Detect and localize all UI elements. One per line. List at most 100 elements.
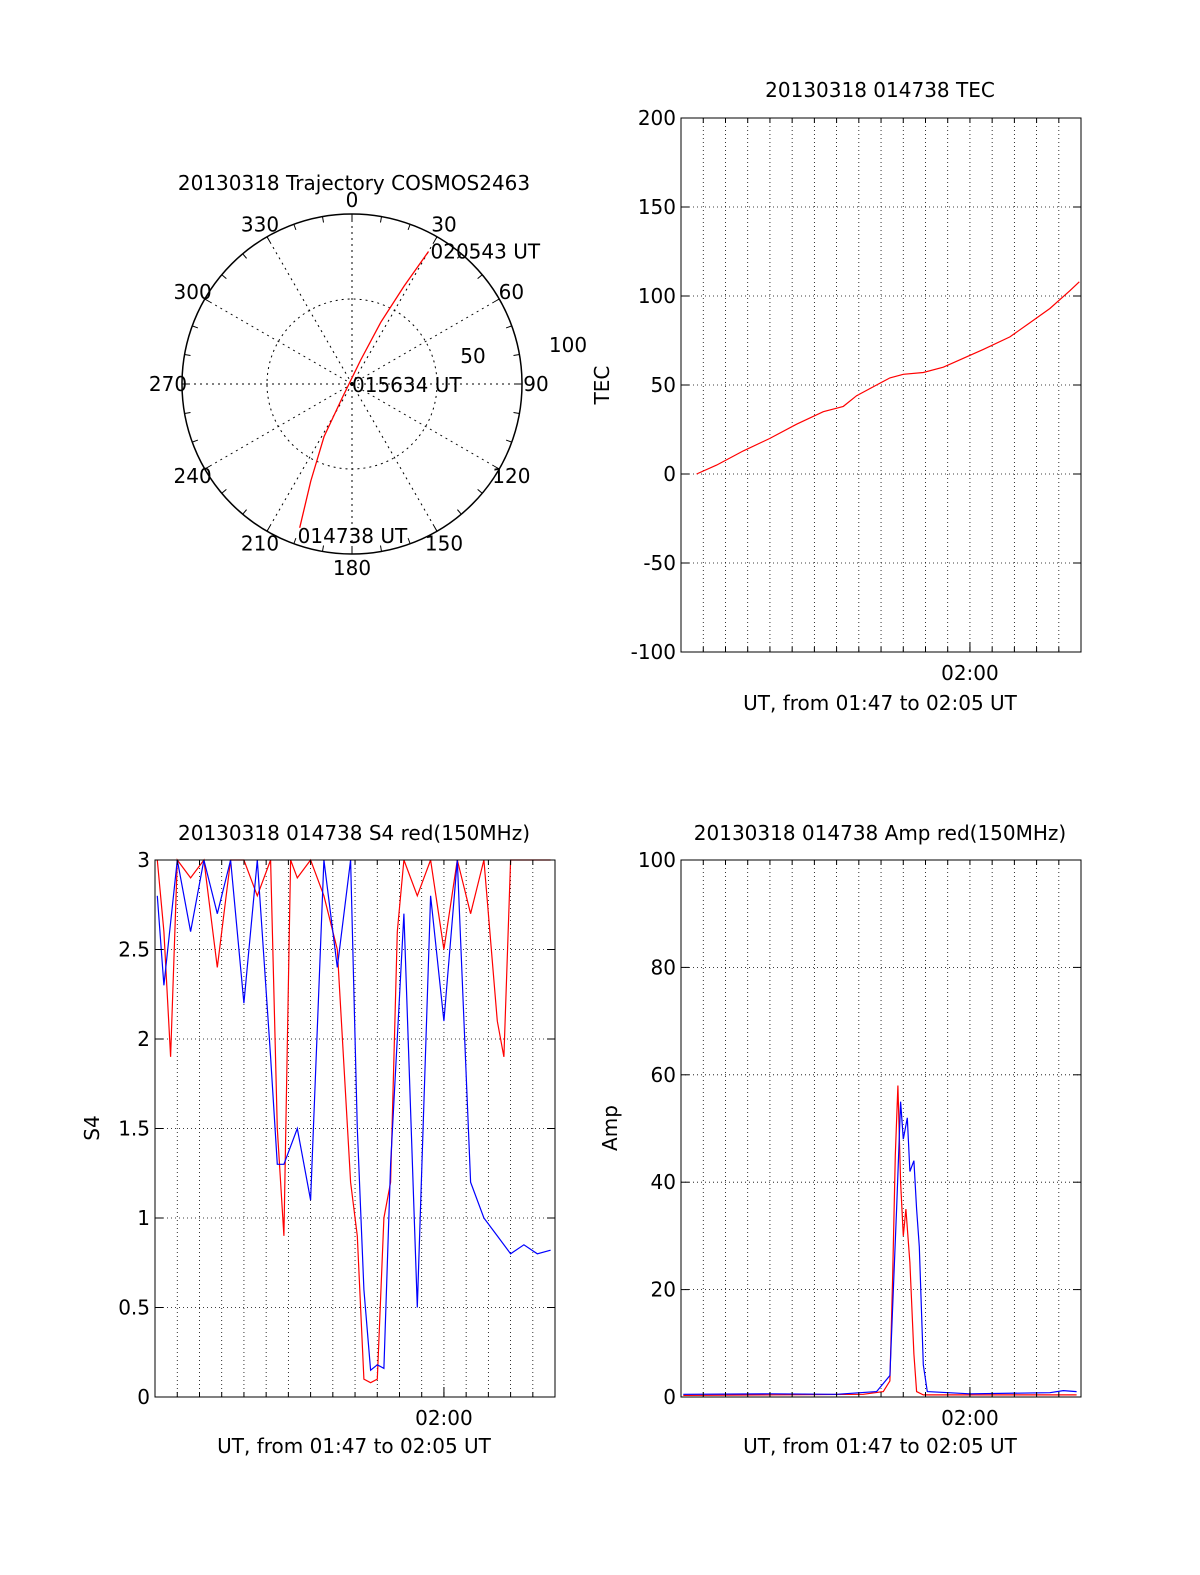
tec-xlabel: UT, from 01:47 to 02:05 UT — [743, 691, 1018, 715]
azimuth-label: 300 — [174, 280, 212, 304]
polar-tick — [184, 353, 191, 357]
y-tick-label: 0 — [663, 462, 676, 486]
polar-tick — [192, 439, 199, 443]
y-tick-label: 200 — [638, 106, 676, 130]
polar-tick — [204, 465, 211, 470]
y-tick-label: 1.5 — [118, 1117, 150, 1141]
azimuth-label: 180 — [333, 556, 371, 580]
polar-tick — [321, 216, 325, 223]
s4-ylabel: S4 — [80, 1115, 104, 1140]
y-tick-label: 40 — [651, 1170, 676, 1194]
y-tick-label: 60 — [651, 1063, 676, 1087]
polar-spoke — [204, 298, 353, 385]
polar-tick — [493, 465, 500, 470]
s4-series — [156, 858, 551, 1384]
polar-tick — [457, 509, 462, 515]
tec-title: 20130318 014738 TEC — [765, 78, 995, 102]
s4-title: 20130318 014738 S4 red(150MHz) — [178, 821, 530, 845]
y-tick-label: 2 — [137, 1027, 150, 1051]
trajectory-annotations: 014738 UT 015634 UT 020543 UT — [298, 239, 541, 547]
azimuth-label: 150 — [425, 531, 463, 555]
polar-spoke — [351, 383, 438, 532]
y-tick-label: 50 — [651, 373, 676, 397]
polar-tick — [407, 224, 411, 231]
y-tick-label: 2.5 — [118, 938, 150, 962]
y-tick-label: 150 — [638, 195, 676, 219]
polar-spoke — [351, 236, 438, 385]
polar-tick — [192, 325, 199, 329]
polar-tick — [242, 253, 247, 259]
amp-ticks: 0 20 40 60 80 100 02:00 — [638, 848, 1081, 1430]
y-tick-label: -100 — [631, 640, 676, 664]
azimuth-label: 210 — [241, 531, 279, 555]
azimuth-label: 330 — [241, 213, 279, 237]
tec-ylabel: TEC — [590, 366, 614, 406]
polar-tick — [266, 236, 271, 243]
radial-labels: 50 100 — [460, 333, 587, 368]
x-tick-label: 02:00 — [415, 1406, 473, 1430]
polar-tick — [204, 298, 211, 303]
azimuth-label: 60 — [499, 280, 524, 304]
polar-tick — [407, 537, 411, 544]
x-tick-label: 02:00 — [941, 661, 999, 685]
y-tick-label: 0 — [137, 1385, 150, 1409]
y-tick-label: 0.5 — [118, 1296, 150, 1320]
azimuth-label: 240 — [174, 464, 212, 488]
radial-label: 50 — [460, 344, 485, 368]
y-tick-label: -50 — [643, 551, 676, 575]
series-line — [156, 859, 551, 1372]
trajectory-polar-plot: 20130318 Trajectory COSMOS2463 0 30 60 90 12… — [149, 171, 587, 580]
s4-xlabel: UT, from 01:47 to 02:05 UT — [217, 1434, 492, 1458]
polar-tick — [493, 298, 500, 303]
tec-series — [696, 281, 1080, 475]
amp-ylabel: Amp — [598, 1105, 622, 1151]
y-tick-label: 80 — [651, 955, 676, 979]
time-annotation: 020543 UT — [431, 239, 541, 263]
polar-tick — [293, 224, 297, 231]
polar-spoke — [266, 383, 353, 532]
polar-tick — [477, 489, 483, 494]
azimuth-label: 90 — [523, 372, 548, 396]
polar-tick — [433, 236, 438, 243]
polar-tick — [513, 411, 520, 415]
polar-tick — [379, 545, 383, 552]
series-line — [696, 281, 1080, 475]
polar-tick — [321, 545, 325, 552]
polar-grid — [181, 213, 523, 555]
series-line — [683, 1085, 1077, 1396]
y-tick-label: 3 — [137, 848, 150, 872]
s4-ticks: 0 0.5 1 1.5 2 2.5 3 02:00 — [118, 848, 555, 1430]
polar-tick — [242, 509, 247, 515]
polar-tick — [221, 489, 227, 494]
polar-spoke — [266, 236, 353, 385]
azimuth-label: 270 — [149, 372, 187, 396]
polar-spoke — [351, 298, 500, 385]
amp-plot: 20130318 014738 Amp red(150MHz) 0 20 40 60 8… — [598, 821, 1082, 1458]
azimuth-label: 120 — [492, 464, 530, 488]
polar-tick — [513, 353, 520, 357]
y-tick-label: 1 — [137, 1206, 150, 1230]
polar-tick — [505, 325, 512, 329]
polar-spoke — [204, 383, 353, 470]
trajectory-title: 20130318 Trajectory COSMOS2463 — [178, 171, 530, 195]
azimuth-labels: 0 30 60 90 120 150 180 210 240 270 300 330 — [149, 188, 549, 580]
y-tick-label: 100 — [638, 848, 676, 872]
tec-plot: 20130318 014738 TEC -100 -50 0 50 100 150 200 0… — [590, 78, 1082, 715]
polar-tick — [293, 537, 297, 544]
polar-tick — [433, 525, 438, 532]
time-annotation: 014738 UT — [298, 524, 408, 548]
y-tick-label: 0 — [663, 1385, 676, 1409]
amp-xlabel: UT, from 01:47 to 02:05 UT — [743, 1434, 1018, 1458]
time-annotation: 015634 UT — [352, 373, 462, 397]
polar-tick — [221, 274, 227, 279]
azimuth-label: 30 — [431, 213, 456, 237]
trajectory-line — [299, 251, 430, 528]
x-tick-label: 02:00 — [941, 1406, 999, 1430]
tec-ticks: -100 -50 0 50 100 150 200 02:00 — [631, 106, 1081, 685]
polar-tick — [505, 439, 512, 443]
series-line — [156, 858, 551, 1384]
amp-title: 20130318 014738 Amp red(150MHz) — [694, 821, 1066, 845]
y-tick-label: 20 — [651, 1278, 676, 1302]
polar-spoke — [351, 383, 500, 470]
